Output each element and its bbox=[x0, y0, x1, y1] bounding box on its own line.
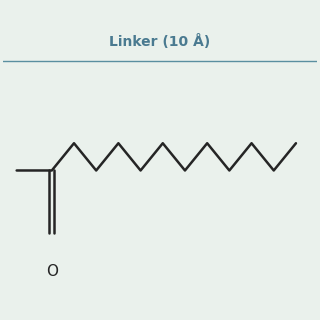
Text: Linker (10 Å): Linker (10 Å) bbox=[109, 34, 211, 49]
Text: O: O bbox=[46, 264, 58, 279]
